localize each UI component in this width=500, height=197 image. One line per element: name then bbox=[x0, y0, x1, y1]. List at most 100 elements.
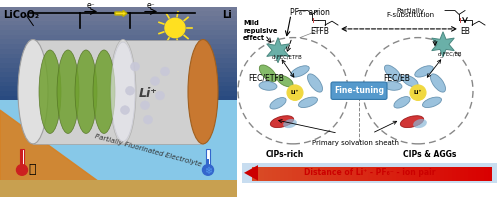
Bar bbox=[0, 49, 237, 54]
Ellipse shape bbox=[39, 50, 61, 133]
Bar bbox=[300, 167, 304, 181]
Circle shape bbox=[126, 86, 134, 95]
Ellipse shape bbox=[430, 74, 446, 92]
Text: e⁻: e⁻ bbox=[146, 1, 156, 10]
Ellipse shape bbox=[259, 82, 277, 90]
Bar bbox=[206, 149, 210, 170]
FancyArrow shape bbox=[115, 11, 127, 16]
Polygon shape bbox=[432, 32, 454, 57]
Circle shape bbox=[160, 67, 170, 76]
Bar bbox=[0, 7, 237, 11]
Ellipse shape bbox=[57, 50, 79, 133]
Circle shape bbox=[16, 165, 28, 175]
Ellipse shape bbox=[18, 40, 48, 144]
Ellipse shape bbox=[277, 75, 293, 87]
Bar bbox=[408, 167, 412, 181]
Bar bbox=[384, 167, 388, 181]
Bar bbox=[0, 63, 237, 68]
Text: Partially Fluorinated Electrolyte: Partially Fluorinated Electrolyte bbox=[94, 133, 202, 168]
Bar bbox=[292, 167, 296, 181]
Bar bbox=[436, 167, 440, 181]
Text: Li⁺: Li⁺ bbox=[414, 90, 422, 95]
Bar bbox=[364, 167, 368, 181]
Bar bbox=[416, 167, 420, 181]
Circle shape bbox=[120, 106, 130, 114]
Bar bbox=[0, 77, 237, 82]
Bar bbox=[432, 167, 436, 181]
Bar bbox=[0, 58, 237, 63]
Bar bbox=[33, 40, 203, 144]
Text: e⁻: e⁻ bbox=[86, 1, 96, 10]
Bar bbox=[428, 167, 432, 181]
Text: Mild
repulsive
effect: Mild repulsive effect bbox=[243, 20, 278, 41]
Bar bbox=[444, 167, 448, 181]
Text: EB: EB bbox=[460, 27, 470, 36]
Text: PF₆⁻ anion: PF₆⁻ anion bbox=[290, 8, 330, 17]
Text: Fine-tuning: Fine-tuning bbox=[334, 86, 384, 95]
Circle shape bbox=[156, 91, 164, 100]
Ellipse shape bbox=[75, 50, 97, 133]
Bar bbox=[360, 167, 364, 181]
Bar bbox=[400, 167, 404, 181]
Ellipse shape bbox=[413, 119, 427, 128]
Bar bbox=[344, 167, 348, 181]
Text: F-substitution: F-substitution bbox=[386, 12, 434, 19]
Text: Partially: Partially bbox=[396, 8, 424, 14]
Text: ETFB: ETFB bbox=[310, 27, 330, 36]
Bar bbox=[272, 167, 276, 181]
Circle shape bbox=[287, 85, 303, 100]
Bar bbox=[412, 167, 416, 181]
Bar bbox=[304, 167, 308, 181]
Bar bbox=[356, 167, 360, 181]
Ellipse shape bbox=[270, 98, 286, 109]
Bar bbox=[420, 167, 424, 181]
Bar bbox=[296, 167, 300, 181]
Bar bbox=[376, 167, 380, 181]
Bar bbox=[20, 149, 24, 170]
Bar bbox=[242, 163, 497, 182]
Text: d_FEC/ETFB: d_FEC/ETFB bbox=[272, 54, 303, 60]
Bar bbox=[340, 167, 344, 181]
Bar bbox=[308, 167, 312, 181]
Bar bbox=[21, 150, 23, 169]
Bar bbox=[0, 35, 237, 39]
Ellipse shape bbox=[93, 50, 115, 133]
Bar bbox=[324, 167, 328, 181]
Circle shape bbox=[165, 18, 185, 38]
Bar bbox=[480, 167, 484, 181]
Ellipse shape bbox=[111, 42, 135, 141]
Circle shape bbox=[130, 62, 140, 71]
Text: CIPs-rich: CIPs-rich bbox=[266, 150, 304, 159]
Bar bbox=[392, 167, 396, 181]
Bar bbox=[0, 96, 237, 100]
Bar bbox=[0, 44, 237, 49]
Bar bbox=[368, 167, 372, 181]
Polygon shape bbox=[266, 38, 289, 63]
Bar bbox=[0, 25, 237, 30]
Bar bbox=[0, 91, 237, 96]
Bar bbox=[320, 167, 324, 181]
Bar bbox=[452, 167, 456, 181]
Bar bbox=[0, 68, 237, 72]
Bar bbox=[372, 167, 376, 181]
Bar bbox=[264, 167, 268, 181]
Bar bbox=[284, 167, 288, 181]
Bar bbox=[476, 167, 480, 181]
Bar bbox=[316, 167, 320, 181]
Bar bbox=[424, 167, 428, 181]
Text: d_FEC/EB: d_FEC/EB bbox=[438, 51, 462, 57]
Ellipse shape bbox=[394, 97, 410, 108]
Bar bbox=[0, 30, 237, 35]
Bar bbox=[0, 100, 237, 197]
Ellipse shape bbox=[110, 40, 136, 144]
Text: Li⁺: Li⁺ bbox=[138, 87, 158, 100]
Text: Distance of Li⁺ - PF₆⁻ - ion pair: Distance of Li⁺ - PF₆⁻ - ion pair bbox=[304, 168, 436, 177]
Circle shape bbox=[144, 115, 152, 124]
Bar bbox=[348, 167, 352, 181]
Text: Li: Li bbox=[222, 10, 232, 20]
Ellipse shape bbox=[400, 116, 423, 128]
Circle shape bbox=[150, 77, 160, 85]
Polygon shape bbox=[0, 110, 120, 197]
Bar bbox=[488, 167, 492, 181]
Bar bbox=[276, 167, 280, 181]
